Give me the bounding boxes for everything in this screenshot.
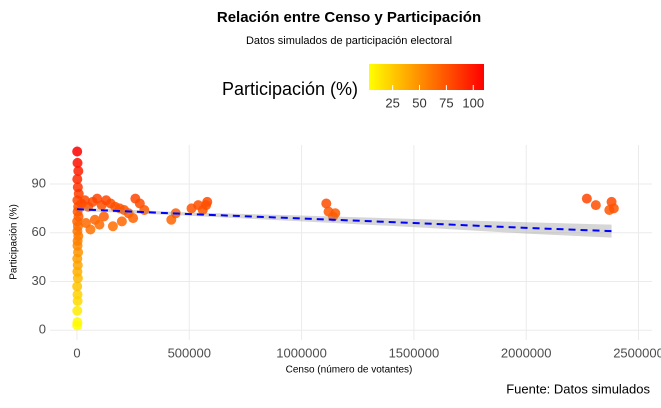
y-tick-label: 60 (32, 224, 46, 239)
point (321, 198, 332, 209)
color-bar-label: 75 (439, 95, 453, 110)
point (107, 221, 118, 232)
caption: Fuente: Datos simulados (506, 381, 650, 396)
point (94, 219, 105, 230)
x-axis-label: Censo (número de votantes) (286, 365, 413, 376)
y-tick-label: 0 (39, 322, 46, 337)
color-bar (369, 64, 484, 90)
point (116, 216, 127, 227)
point (72, 281, 83, 292)
chart-subtitle: Datos simulados de participación elector… (246, 35, 452, 47)
trend-line (76, 208, 612, 233)
point (590, 200, 601, 211)
chart-title: Relación entre Censo y Participación (217, 9, 481, 26)
y-axis-label: Participación (%) (9, 204, 20, 280)
x-tick-label: 2500000 (613, 345, 661, 360)
point (128, 213, 139, 224)
point (608, 203, 619, 214)
color-bar-label: 25 (385, 95, 399, 110)
legend-title: Participación (%) (222, 79, 358, 99)
point (72, 174, 83, 185)
point (98, 211, 109, 222)
x-tick-label: 2000000 (501, 345, 552, 360)
point (330, 208, 341, 219)
point (72, 317, 83, 328)
point (72, 146, 83, 157)
x-tick-label: 0 (73, 345, 80, 360)
point (72, 157, 83, 168)
y-tick-label: 90 (32, 175, 46, 190)
color-bar-label: 50 (412, 95, 426, 110)
point (72, 182, 83, 193)
x-tick-label: 500000 (168, 345, 211, 360)
color-bar-label: 100 (462, 95, 484, 110)
y-tick-label: 30 (32, 273, 46, 288)
point (581, 193, 592, 204)
x-tick-label: 1000000 (276, 345, 327, 360)
point (85, 224, 96, 235)
point (72, 289, 83, 300)
x-tick-label: 1500000 (389, 345, 440, 360)
point (73, 166, 84, 176)
point (72, 305, 83, 316)
point (201, 200, 212, 211)
